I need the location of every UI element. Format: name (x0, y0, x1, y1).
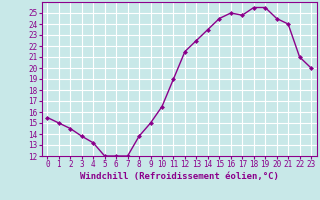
X-axis label: Windchill (Refroidissement éolien,°C): Windchill (Refroidissement éolien,°C) (80, 172, 279, 181)
